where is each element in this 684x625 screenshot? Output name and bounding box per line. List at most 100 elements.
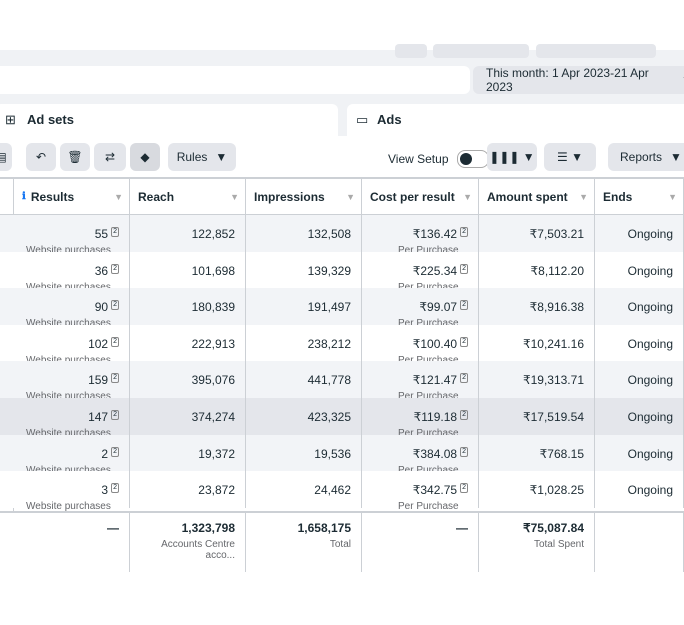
cost-per-result: ₹136.42 [412,227,458,241]
ends: Ongoing [627,336,673,351]
total: 1,658,175 [297,520,351,535]
row[interactable] [0,215,684,252]
footnote: 2 [460,300,468,311]
reports-button[interactable]: Reports ▼ [608,143,684,171]
cell: 55 2 Website purchases [14,215,130,256]
cost-per-result: ₹100.40 [412,336,458,351]
ends: Ongoing [627,263,673,278]
breakdown-button[interactable]: ☰ ▼ [544,143,596,171]
impressions: 238,212 [307,336,351,351]
cell: 36 2 Website purchases [14,251,130,293]
cell: ₹7,503.21 [479,215,595,252]
tab[interactable]: ⊞ Ad sets [0,104,338,136]
cell: 19,536 [246,434,362,472]
row[interactable] [0,361,684,398]
cost-label: Per Purchase [398,245,459,256]
cell: 23,872 [130,471,246,508]
cell: Ongoing [595,398,684,435]
footer-cell: — [362,510,479,572]
amount-spent: ₹10,241.16 [522,336,584,351]
amount-spent: ₹8,916.38 [529,300,584,315]
cell: 19,372 [130,434,246,472]
header-label: Results [30,189,75,204]
amount-spent: ₹768.15 [539,446,584,461]
results-label: Website purchases [26,245,111,256]
button[interactable] [433,44,529,58]
row[interactable] [0,251,684,289]
row[interactable] [0,324,684,362]
footnote: 2 [111,446,119,457]
amount-spent: ₹19,313.71 [522,373,584,388]
impressions: 441,778 [307,373,351,388]
rules-button[interactable]: Rules ▼ [168,143,236,171]
cell: 3 2 Website purchases [14,471,130,512]
button[interactable] [395,44,427,58]
amount-spent: ₹7,503.21 [529,227,584,241]
cell: ₹99.07 2 Per Purchase [362,288,479,329]
cell: Ongoing [595,361,684,398]
ends: Ongoing [627,410,673,424]
impressions: 191,497 [307,300,351,315]
tab[interactable]: ▭ Ads [347,104,684,136]
date-picker[interactable]: This month: 1 Apr 2023-21 Apr 2023▼ [473,66,684,94]
column-header[interactable]: Reach ▼ [130,178,246,215]
results-label: Website purchases [26,464,111,476]
results-label: Website purchases [26,428,111,439]
row[interactable] [0,471,684,508]
column-header[interactable]: Ends ▼ [595,178,684,215]
cell: ₹119.18 2 Per Purchase [362,398,479,439]
undo-button[interactable]: ↶ [26,143,56,171]
cell: ₹136.42 2 Per Purchase [362,215,479,256]
ends: Ongoing [627,483,673,498]
cell: ₹384.08 2 Per Purchase [362,434,479,476]
icon-button[interactable]: ⇄ [94,143,126,171]
cost-label: Per Purchase [398,391,459,403]
cell: 90 2 Website purchases [14,288,130,329]
button[interactable] [536,44,656,58]
impressions: 139,329 [307,263,351,278]
amount-spent: ₹8,112.20 [530,263,584,278]
delete-button[interactable]: 🗑 [60,143,90,171]
footnote: 2 [460,263,468,274]
search-bar[interactable] [0,66,470,94]
results: 159 [88,373,109,388]
column-header[interactable]: Amount spent ▼ [479,178,595,215]
ends: Ongoing [627,227,673,241]
row[interactable] [0,398,684,435]
impressions: 423,325 [307,410,351,424]
icon-button[interactable]: ▤ [0,143,12,171]
cell: ₹8,916.38 [479,288,595,325]
cost-per-result: ₹121.47 [412,373,458,388]
ends: Ongoing [627,373,673,388]
column-header[interactable]: Impressions ▼ [246,178,362,215]
column-header[interactable]: ℹ Results ▼ [14,178,130,215]
cell: ₹1,028.25 [479,471,595,508]
impressions: 132,508 [307,227,351,241]
row[interactable] [0,434,684,472]
row[interactable] [0,288,684,325]
footnote: 2 [111,483,119,494]
results: 36 [94,263,109,278]
cell: 122,852 [130,215,246,252]
reach: 374,274 [191,410,235,424]
view-setup[interactable]: View Setup [388,150,489,168]
results-label: Website purchases [26,318,111,330]
cell: 441,778 [246,361,362,398]
footnote: 2 [460,227,468,237]
impressions: 19,536 [314,446,351,461]
reach: 395,076 [191,373,235,388]
footnote: 2 [111,336,119,347]
column-header[interactable]: Cost per result ▼ [362,178,479,215]
tag-button[interactable]: ◆ [130,143,160,171]
header-label: Reach [138,189,175,204]
cost-label: Per Purchase [398,428,459,439]
cost-per-result: ₹99.07 [419,300,458,315]
cell: ₹225.34 2 Per Purchase [362,251,479,293]
footnote: 2 [460,483,468,494]
cell: 423,325 [246,398,362,435]
cell: 180,839 [130,288,246,325]
cost-label: Per Purchase [398,318,459,330]
columns-button[interactable]: ❚❚❚ ▼ [487,143,537,171]
amount-spent: ₹1,028.25 [529,483,584,498]
